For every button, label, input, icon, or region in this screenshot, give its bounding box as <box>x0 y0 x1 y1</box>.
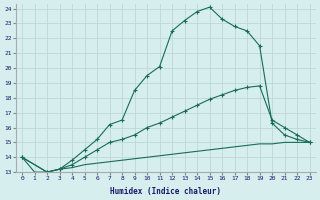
X-axis label: Humidex (Indice chaleur): Humidex (Indice chaleur) <box>110 187 221 196</box>
